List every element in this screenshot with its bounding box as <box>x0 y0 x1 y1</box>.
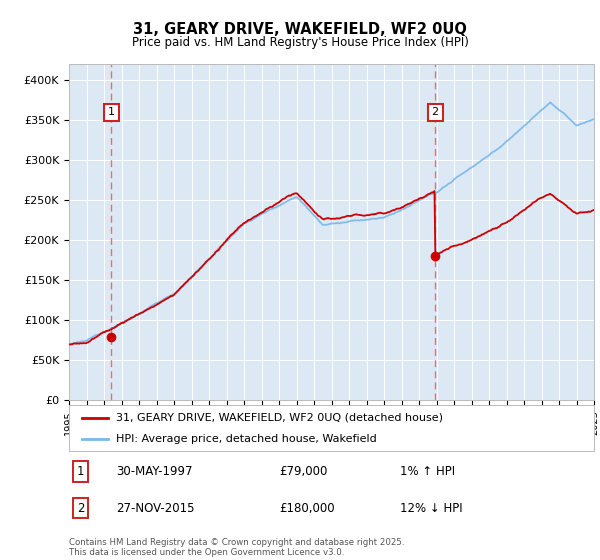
Text: 30-MAY-1997: 30-MAY-1997 <box>116 465 193 478</box>
Text: 31, GEARY DRIVE, WAKEFIELD, WF2 0UQ: 31, GEARY DRIVE, WAKEFIELD, WF2 0UQ <box>133 22 467 38</box>
Text: 1: 1 <box>108 108 115 118</box>
Text: 2: 2 <box>431 108 439 118</box>
Text: 2: 2 <box>77 502 84 515</box>
Text: Price paid vs. HM Land Registry's House Price Index (HPI): Price paid vs. HM Land Registry's House … <box>131 36 469 49</box>
Text: 1: 1 <box>77 465 84 478</box>
Text: HPI: Average price, detached house, Wakefield: HPI: Average price, detached house, Wake… <box>116 435 377 444</box>
Text: 12% ↓ HPI: 12% ↓ HPI <box>400 502 463 515</box>
Text: £180,000: £180,000 <box>279 502 335 515</box>
Text: £79,000: £79,000 <box>279 465 328 478</box>
Text: 1% ↑ HPI: 1% ↑ HPI <box>400 465 455 478</box>
Text: 27-NOV-2015: 27-NOV-2015 <box>116 502 195 515</box>
Text: 31, GEARY DRIVE, WAKEFIELD, WF2 0UQ (detached house): 31, GEARY DRIVE, WAKEFIELD, WF2 0UQ (det… <box>116 413 443 423</box>
Text: Contains HM Land Registry data © Crown copyright and database right 2025.
This d: Contains HM Land Registry data © Crown c… <box>69 538 404 557</box>
